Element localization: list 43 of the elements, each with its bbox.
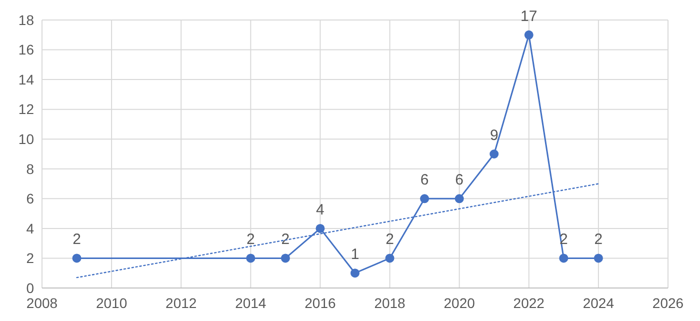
y-tick-label: 16 <box>18 42 34 58</box>
y-tick-label: 2 <box>26 250 34 266</box>
y-tick-label: 12 <box>18 101 34 118</box>
point <box>385 254 394 263</box>
point <box>280 254 290 263</box>
x-tick-label: 2016 <box>304 295 336 311</box>
x-tick-label: 2008 <box>26 295 58 311</box>
x-tick-label: 2010 <box>96 295 128 311</box>
y-tick-label: 18 <box>18 12 34 28</box>
data-label: 1 <box>350 246 360 264</box>
data-label: 2 <box>386 231 394 248</box>
point <box>350 268 360 278</box>
point <box>490 150 499 158</box>
y-tick-label: 10 <box>18 131 34 148</box>
data-label: 4 <box>316 201 324 218</box>
y-tick-label: 8 <box>26 160 34 177</box>
data-label: 6 <box>420 172 429 189</box>
point <box>246 254 256 263</box>
point <box>316 224 325 233</box>
point <box>524 30 534 40</box>
x-tick-label: 2018 <box>374 295 406 311</box>
x-tick-label: 2020 <box>444 295 476 311</box>
y-tick-label: 14 <box>18 71 34 88</box>
data-label: 2 <box>246 231 255 248</box>
data-label: 2 <box>594 231 603 248</box>
y-tick-label: 6 <box>26 190 34 207</box>
x-tick-label: 2012 <box>166 295 197 311</box>
y-tick-label: 4 <box>26 220 34 236</box>
point <box>420 194 430 204</box>
data-label: 2 <box>72 231 81 248</box>
point <box>594 254 603 263</box>
point <box>559 254 568 263</box>
data-label: 2 <box>281 231 290 248</box>
x-tick-label: 2014 <box>235 295 266 311</box>
y-tick-label: 0 <box>26 280 34 296</box>
point <box>454 194 464 204</box>
x-tick-label: 2026 <box>652 295 684 311</box>
data-label: 6 <box>455 172 464 189</box>
point <box>72 254 82 263</box>
data-label: 9 <box>490 127 498 144</box>
x-tick-label: 2024 <box>582 295 614 311</box>
x-tick-label: 2022 <box>513 295 545 311</box>
data-label: 17 <box>520 8 538 25</box>
